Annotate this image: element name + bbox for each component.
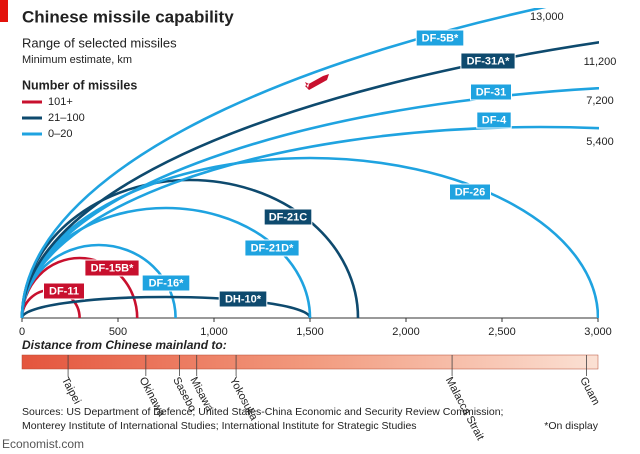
missile-arc — [20, 8, 547, 319]
missile-label-box — [84, 259, 140, 277]
x-tick-label: 1,500 — [296, 326, 324, 338]
missile-label-box — [141, 274, 191, 292]
distance-bar — [21, 354, 599, 370]
note: *On display — [544, 420, 598, 432]
subtitle: Range of selected missiles — [22, 35, 177, 50]
missile-label-box — [470, 83, 512, 101]
x-tick-label: 0 — [19, 326, 25, 338]
missile-label-box — [449, 183, 491, 201]
missile-label: DF-21D* — [251, 242, 295, 254]
x-tick-label: 2,000 — [392, 326, 420, 338]
legend-label: 101+ — [48, 96, 73, 108]
place-label: Guam — [577, 375, 602, 407]
sources: Sources: US Department of Defence; Unite… — [22, 406, 503, 418]
missile-arc — [20, 295, 312, 319]
legend-label: 21–100 — [48, 112, 85, 124]
missile-arc — [20, 156, 599, 319]
missile-label-box — [476, 111, 512, 129]
sources: Monterey Institute of International Stud… — [22, 420, 417, 432]
missile-label-box — [263, 208, 313, 226]
missile-label-box — [460, 52, 516, 70]
missile-label-box — [415, 29, 465, 47]
missile-label: DF-11 — [49, 285, 79, 297]
missile-label: DF-21C — [269, 211, 308, 223]
range-label: 7,200 — [586, 95, 614, 107]
missile-arc — [20, 41, 599, 319]
x-tick-label: 3,000 — [584, 326, 612, 338]
missile-arc — [20, 178, 360, 319]
missile-label: DF-5B* — [422, 32, 459, 44]
distance-title: Distance from Chinese mainland to: — [22, 338, 227, 352]
legend-title: Number of missiles — [22, 78, 137, 92]
missile-label: DF-15B* — [91, 262, 135, 274]
missile-label: DF-31A* — [467, 55, 511, 67]
missile-label: DF-4 — [482, 114, 507, 126]
range-label: 13,000 — [530, 11, 564, 23]
subtitle: Minimum estimate, km — [22, 54, 132, 66]
x-tick-label: 500 — [109, 326, 127, 338]
x-tick-label: 2,500 — [488, 326, 516, 338]
missile-label: DF-31 — [476, 86, 507, 98]
brand-marker — [0, 0, 8, 22]
rocket-icon — [305, 74, 329, 90]
range-label: 11,200 — [584, 56, 617, 68]
chart-title: Chinese missile capability — [22, 7, 234, 26]
missile-label-box — [244, 239, 300, 257]
missile-label: DF-16* — [149, 277, 185, 289]
missile-label: DH-10* — [225, 293, 262, 305]
missile-label: DF-26 — [455, 186, 486, 198]
x-tick-label: 1,000 — [200, 326, 228, 338]
missile-label-box — [218, 290, 268, 308]
legend-label: 0–20 — [48, 128, 72, 140]
brand: Economist.com — [2, 437, 84, 451]
place-label: Taipei — [59, 375, 83, 406]
missile-arc — [20, 125, 599, 319]
missile-label-box — [43, 282, 85, 300]
missile-arc — [20, 86, 599, 319]
range-label: 5,400 — [586, 136, 614, 148]
